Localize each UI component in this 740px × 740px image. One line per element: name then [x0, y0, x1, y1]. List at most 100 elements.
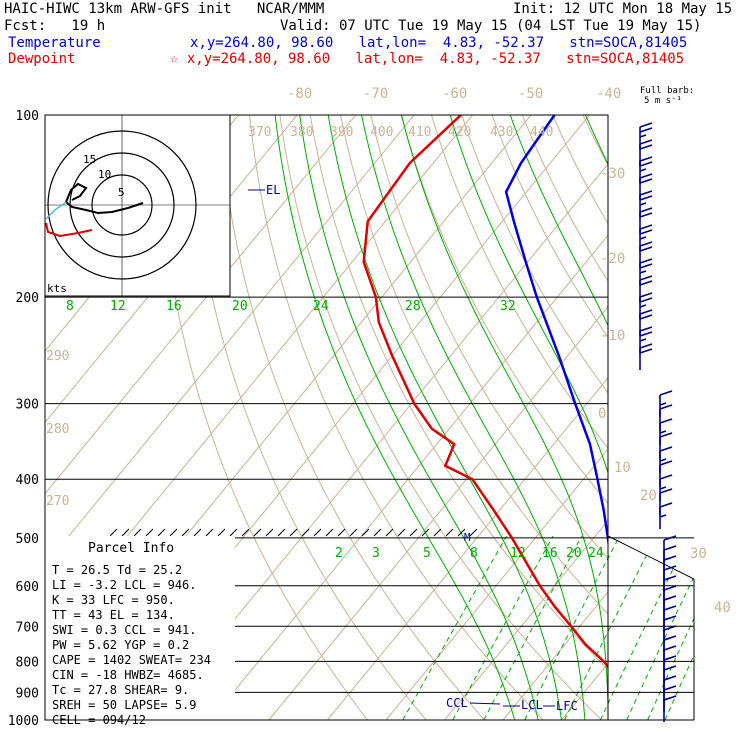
freezing-hatch [181, 528, 190, 537]
wind-barb-flag [639, 156, 653, 162]
wind-barb-flag [659, 446, 673, 452]
freezing-hatch [205, 528, 214, 537]
moist-adiabat-label: 32 [500, 299, 516, 314]
moist-adiabat-line [401, 115, 608, 720]
moist-adiabat-label: 16 [166, 299, 182, 314]
parcel-info-title: Parcel Info [88, 541, 174, 556]
wind-barb-flag [663, 535, 677, 541]
freezing-hatch [349, 528, 358, 537]
wind-barb-flag [639, 195, 653, 201]
dry-adiabat-line [704, 115, 740, 720]
theta-label: 280 [46, 422, 69, 437]
wind-barb-flag [639, 122, 653, 128]
freezing-hatch [361, 528, 370, 537]
dry-adiabat-line [644, 115, 740, 720]
moist-adiabat-label: 28 [405, 299, 421, 314]
pressure-tick-label: 500 [16, 532, 39, 547]
dry-adiabat-line [461, 115, 608, 394]
mixing-ratio-label: 2 [335, 546, 343, 561]
isotherm-label: 0 [598, 406, 606, 422]
theta-label: 290 [46, 349, 69, 364]
init-time: Init: 12 UTC Mon 18 May 15 [513, 1, 733, 17]
wind-barb-flag [659, 488, 673, 494]
wind-barb-flag [663, 635, 677, 641]
valid-time: Valid: 07 UTC Tue 19 May 15 (04 LST Tue … [280, 18, 702, 34]
wind-barb-flag [659, 502, 673, 508]
theta-label: 400 [370, 125, 393, 140]
freezing-hatch [217, 528, 226, 537]
pressure-tick-label: 700 [16, 620, 39, 635]
pressure-tick-label: 800 [16, 655, 39, 670]
mixing-ratio-label: 3 [372, 546, 380, 561]
hodograph-ring-label: 15 [83, 153, 96, 166]
parcel-info-row: SREH = 50 LAPSE= 5.9 [52, 698, 197, 712]
isotherm-label: 20 [640, 488, 657, 504]
wind-barb-flag [659, 390, 673, 396]
wind-barb-flag [663, 605, 677, 611]
freezing-hatch [301, 528, 310, 537]
wind-barb-flag [639, 309, 653, 315]
isotherm-label: -20 [600, 251, 625, 267]
dry-adiabat-line [613, 115, 740, 720]
ccl-tick [469, 702, 501, 705]
temperature-station-info: x,y=264.80, 98.60 lat,lon= 4.83, -52.37 … [190, 35, 688, 51]
isotherm-line [385, 448, 608, 720]
isotherm-line [444, 519, 608, 720]
pressure-tick-label: 100 [16, 109, 39, 124]
wind-barb-flag [639, 212, 653, 218]
pressure-tick-label: 200 [16, 291, 39, 306]
hodograph-trace [64, 182, 144, 215]
wind-barb-flag [639, 275, 653, 281]
wind-barb-flag [639, 292, 653, 298]
wind-barb-flag [639, 127, 653, 133]
barb-legend-line2: 5 m s⁻¹ [644, 96, 682, 106]
isotherm-line [620, 115, 740, 720]
theta-label: 420 [448, 125, 471, 140]
freezing-hatch [385, 528, 394, 537]
moist-adiabat-line [361, 115, 586, 720]
parcel-info-row: LI = -3.2 LCL = 946. [52, 578, 197, 592]
dry-adiabat-lines [158, 115, 740, 720]
moist-adiabat-label: 12 [110, 299, 126, 314]
isotherm-label: -30 [600, 166, 625, 182]
wind-barb-flag [639, 263, 653, 269]
theta-label: 380 [290, 125, 313, 140]
wind-barb-flag [639, 139, 653, 145]
wind-barb-flag [639, 207, 653, 213]
wind-barb-half [639, 270, 647, 274]
dry-adiabat-line [309, 115, 608, 671]
wind-barb-half [659, 458, 667, 462]
freezing-hatch [169, 528, 178, 537]
wind-barb-flag [639, 224, 653, 230]
wind-barb-flag [663, 695, 677, 701]
parcel-info-row: T = 26.5 Td = 25.2 [52, 563, 182, 577]
isotherm-label: 40 [714, 600, 731, 616]
wind-barb-flag [639, 161, 653, 167]
freezing-hatch [445, 528, 454, 537]
wind-barb-flag [659, 432, 673, 438]
dry-adiabat-line [158, 115, 368, 720]
moist-adiabat-lines [274, 115, 608, 720]
pressure-tick-label: 400 [16, 473, 39, 488]
isotherm-label: -80 [287, 86, 312, 102]
pressure-tick-label: 900 [16, 686, 39, 701]
freezing-hatch [121, 528, 130, 537]
freezing-hatch [145, 528, 154, 537]
wind-barb-flag [663, 565, 677, 571]
wind-barb-flag [663, 545, 677, 551]
mixing-ratio-line [626, 536, 694, 720]
wind-barb-half [639, 236, 647, 240]
wind-barb-half [639, 202, 647, 206]
ccl-annotation: CCL [446, 696, 468, 710]
parcel-info-row: Tc = 27.8 SHEAR= 9. [52, 683, 189, 697]
wind-barb-flag [663, 665, 677, 671]
isotherm-line [268, 305, 608, 720]
isotherm-line [679, 115, 740, 720]
freezing-hatch [433, 528, 442, 537]
mixing-ratio-label: 24 [588, 546, 604, 561]
moist-adiabat-label: 24 [313, 299, 329, 314]
mixing-ratio-label: 5 [423, 546, 431, 561]
wind-barb-half [659, 402, 667, 406]
hodograph-units: kts [47, 282, 67, 295]
mixing-ratio-line [564, 536, 659, 720]
